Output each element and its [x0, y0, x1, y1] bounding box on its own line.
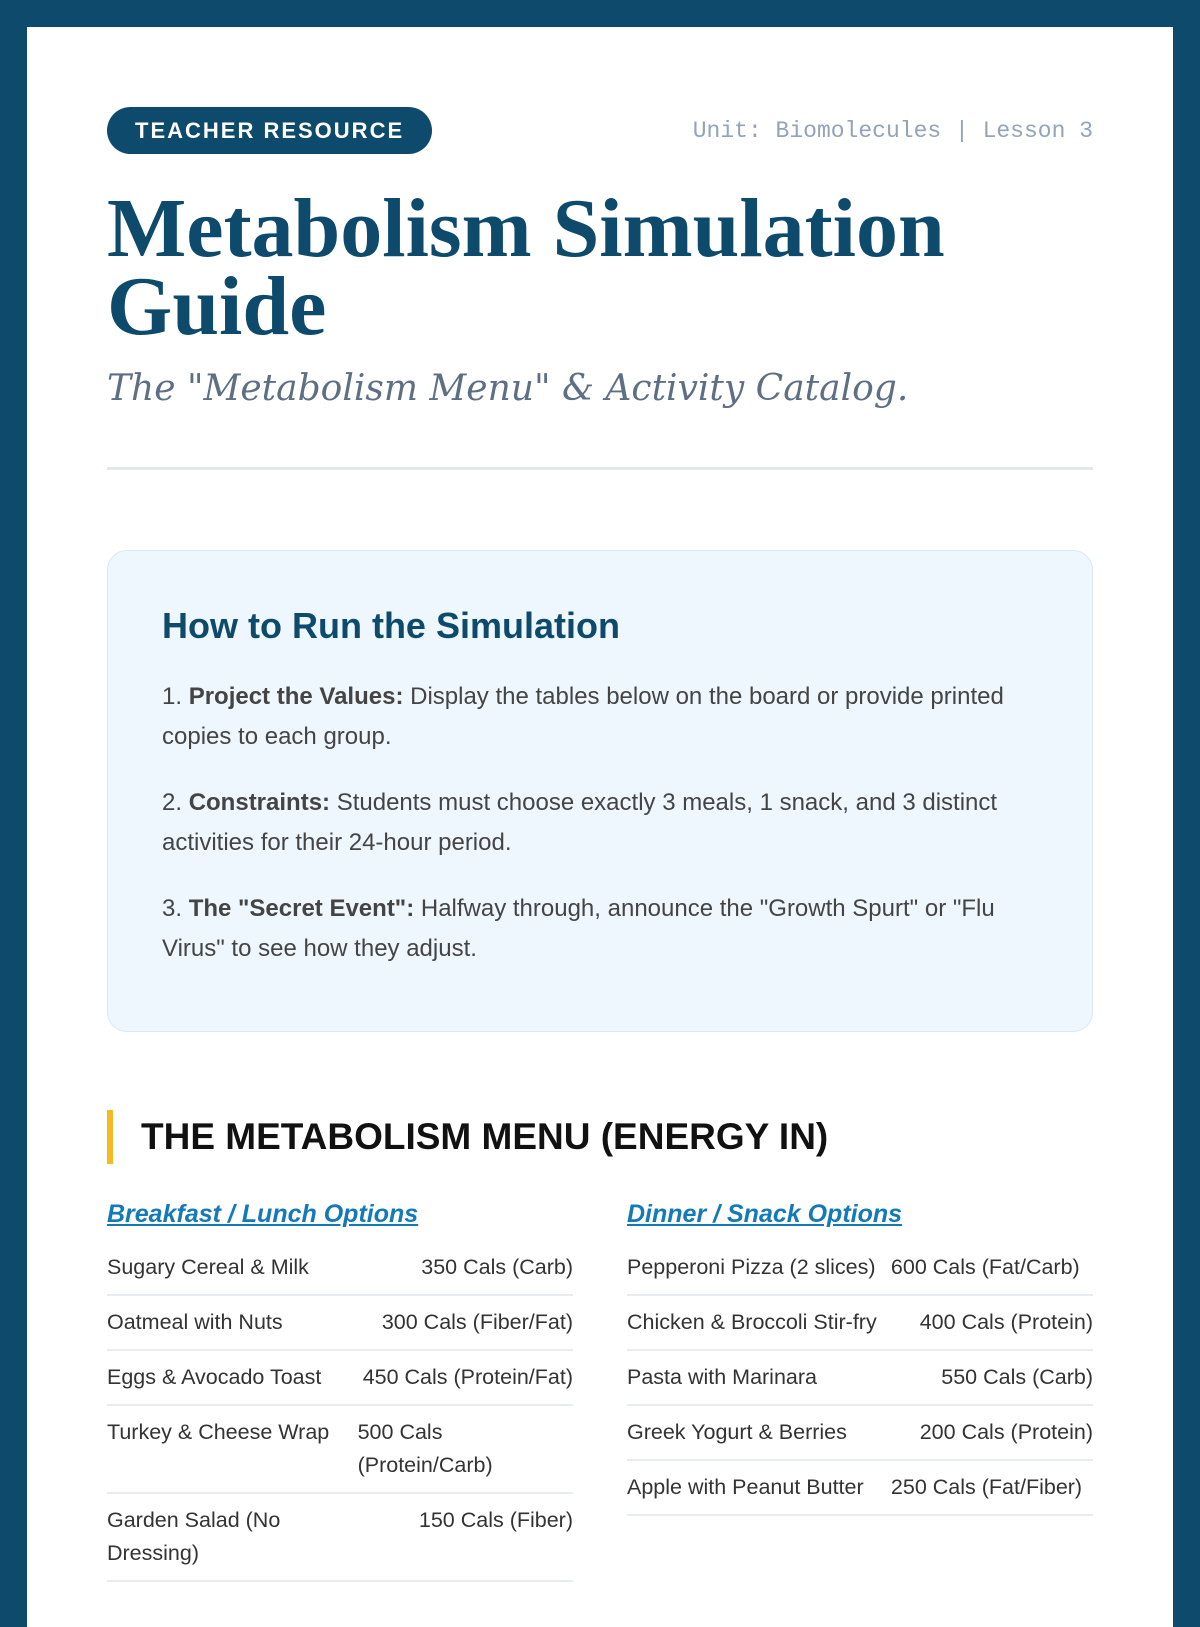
step-text: Halfway through, announce the "Growth Sp…	[162, 895, 995, 962]
instruction-step: 3. The "Secret Event": Halfway through, …	[162, 889, 1038, 969]
page-card: TEACHER RESOURCE Unit: Biomolecules | Le…	[27, 27, 1173, 1627]
menu-item-calories: 550 Cals (Carb)	[890, 1350, 1093, 1406]
menu-item-name: Pasta with Marinara	[627, 1350, 891, 1406]
menu-item-row: Oatmeal with Nuts 300 Cals (Fiber/Fat)	[107, 1295, 573, 1351]
step-number: 1.	[162, 683, 183, 710]
menu-item-row: Sugary Cereal & Milk 350 Cals (Carb)	[107, 1241, 573, 1296]
step-text: Display the tables below on the board or…	[162, 683, 1004, 750]
breakfast-heading: Breakfast / Lunch Options	[107, 1200, 419, 1228]
teacher-resource-badge: TEACHER RESOURCE	[107, 107, 433, 154]
menu-item-calories: 600 Cals (Fat/Carb)	[890, 1241, 1093, 1296]
menu-item-calories: 400 Cals (Protein)	[890, 1295, 1093, 1351]
menu-item-row: Greek Yogurt & Berries 200 Cals (Protein)	[627, 1405, 1093, 1461]
header-top: TEACHER RESOURCE Unit: Biomolecules | Le…	[107, 107, 1093, 154]
menu-item-name: Garden Salad (No Dressing)	[107, 1493, 358, 1582]
menu-item-calories: 350 Cals (Carb)	[357, 1241, 573, 1296]
menu-item-row: Garden Salad (No Dressing) 150 Cals (Fibe…	[107, 1493, 573, 1582]
dinner-heading: Dinner / Snack Options	[627, 1200, 903, 1228]
menu-item-row: Turkey & Cheese Wrap 500 Cals (Protein/Ca…	[107, 1405, 573, 1494]
instructions-box: How to Run the Simulation 1. Project the…	[107, 550, 1093, 1032]
menu-item-name: Eggs & Avocado Toast	[107, 1350, 358, 1406]
breakfast-table: Sugary Cereal & Milk 350 Cals (Carb) Oatme…	[107, 1241, 573, 1582]
step-number: 3.	[162, 895, 183, 922]
instruction-step: 2. Constraints: Students must choose exa…	[162, 783, 1038, 863]
menu-columns: Breakfast / Lunch Options Sugary Cereal …	[107, 1200, 1093, 1582]
menu-item-calories: 300 Cals (Fiber/Fat)	[357, 1295, 573, 1351]
divider	[107, 467, 1093, 470]
step-label: Constraints:	[188, 789, 331, 816]
menu-item-row: Apple with Peanut Butter 250 Cals (Fat/Fi…	[627, 1460, 1093, 1516]
step-label: Project the Values:	[188, 683, 404, 710]
dinner-column: Dinner / Snack Options Pepperoni Pizza (…	[627, 1200, 1093, 1582]
page-title: Metabolism Simulation Guide	[107, 182, 945, 353]
step-label: The "Secret Event":	[188, 895, 415, 922]
menu-item-row: Pepperoni Pizza (2 slices) 600 Cals (Fat/…	[627, 1241, 1093, 1296]
step-number: 2.	[162, 789, 183, 816]
step-text: Students must choose exactly 3 meals, 1 …	[162, 789, 998, 856]
menu-item-calories: 450 Cals (Protein/Fat)	[357, 1350, 573, 1406]
menu-item-row: Pasta with Marinara 550 Cals (Carb)	[627, 1350, 1093, 1406]
menu-item-name: Oatmeal with Nuts	[107, 1295, 358, 1351]
dinner-table: Pepperoni Pizza (2 slices) 600 Cals (Fat/…	[627, 1241, 1093, 1516]
page-subtitle: The "Metabolism Menu" & Activity Catalog…	[107, 368, 909, 409]
unit-lesson-label: Unit: Biomolecules | Lesson 3	[692, 117, 1093, 144]
menu-section-title: THE METABOLISM MENU (ENERGY IN)	[107, 1110, 1093, 1164]
menu-item-name: Greek Yogurt & Berries	[627, 1405, 891, 1461]
breakfast-column: Breakfast / Lunch Options Sugary Cereal …	[107, 1200, 573, 1582]
menu-item-row: Eggs & Avocado Toast 450 Cals (Protein/Fa…	[107, 1350, 573, 1406]
instructions-title: How to Run the Simulation	[162, 605, 620, 646]
menu-item-calories: 150 Cals (Fiber)	[357, 1493, 573, 1582]
menu-item-calories: 500 Cals (Protein/Carb)	[357, 1405, 573, 1494]
menu-item-name: Turkey & Cheese Wrap	[107, 1405, 358, 1494]
menu-item-name: Apple with Peanut Butter	[627, 1460, 891, 1516]
menu-item-name: Pepperoni Pizza (2 slices)	[627, 1241, 891, 1296]
instruction-step: 1. Project the Values: Display the table…	[162, 677, 1038, 757]
menu-item-name: Sugary Cereal & Milk	[107, 1241, 358, 1296]
menu-item-calories: 250 Cals (Fat/Fiber)	[890, 1460, 1093, 1516]
menu-item-row: Chicken & Broccoli Stir-fry 400 Cals (Pro…	[627, 1295, 1093, 1351]
menu-item-name: Chicken & Broccoli Stir-fry	[627, 1295, 891, 1351]
menu-item-calories: 200 Cals (Protein)	[890, 1405, 1093, 1461]
